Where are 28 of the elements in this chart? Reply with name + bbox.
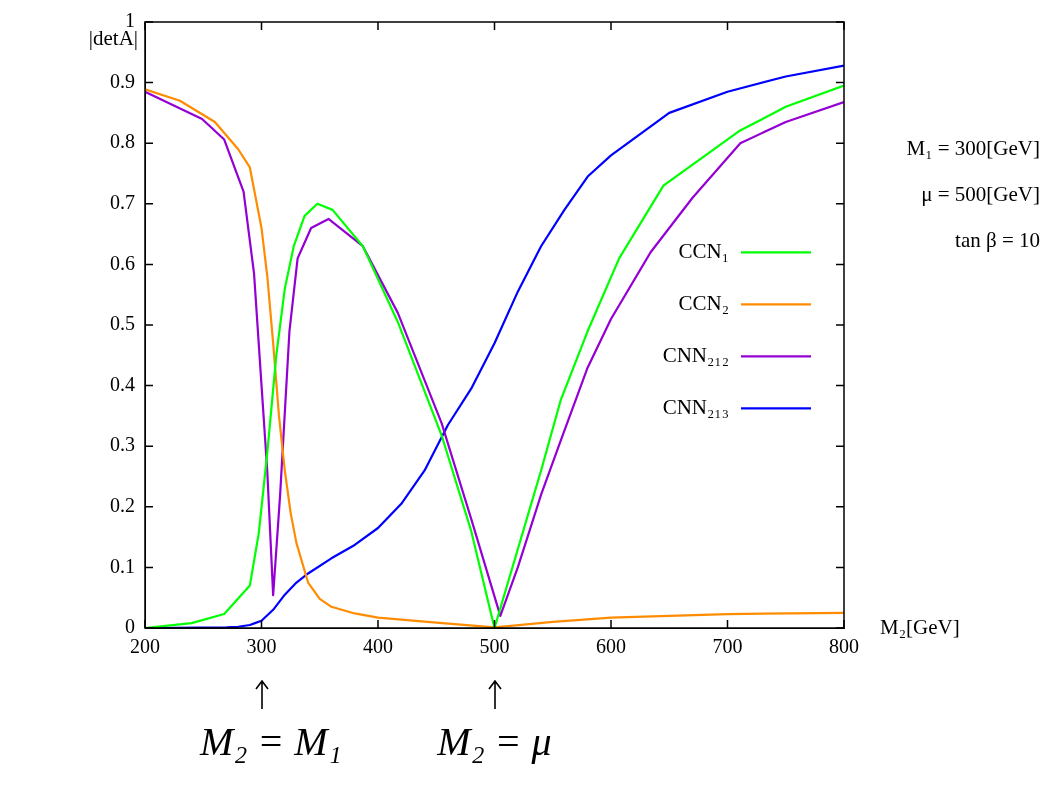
text: μ = 500[GeV] — [921, 181, 1040, 206]
y-tick-label: 0.8 — [110, 130, 135, 153]
y-tick-label: 0.7 — [110, 191, 135, 214]
y-tick-label: 0.5 — [110, 312, 135, 335]
text: M₂ = M₁ — [199, 718, 342, 764]
y-tick-label: 0.6 — [110, 251, 135, 274]
y-tick-label: 0.3 — [110, 433, 135, 456]
y-tick-label: 0.9 — [110, 69, 135, 92]
x-tick-label: 400 — [363, 635, 393, 658]
x-tick-label: 800 — [829, 635, 859, 658]
legend-label: CNN₂₁₃ — [662, 394, 729, 419]
legend-label: CCN₂ — [678, 290, 729, 315]
text: M₂ = μ — [436, 718, 552, 764]
x-tick-label: 500 — [479, 635, 510, 658]
text: M₁ = 300[GeV] — [906, 135, 1040, 160]
x-tick-label: 700 — [712, 635, 743, 658]
x-tick-label: 300 — [246, 635, 277, 658]
y-tick-label: 0 — [125, 615, 135, 638]
legend-label: CNN₂₁₂ — [662, 342, 729, 367]
legend-label: CCN₁ — [678, 238, 729, 263]
y-tick-label: 0.2 — [110, 494, 135, 517]
x-tick-label: 600 — [596, 635, 626, 658]
x-axis-title: M₂[GeV] — [880, 614, 960, 639]
x-tick-label: 200 — [130, 635, 160, 658]
y-tick-label: 0.4 — [110, 372, 135, 395]
text: tan β = 10 — [955, 227, 1040, 252]
y-tick-label: 0.1 — [110, 554, 135, 577]
y-tick-label: 1 — [125, 9, 135, 32]
